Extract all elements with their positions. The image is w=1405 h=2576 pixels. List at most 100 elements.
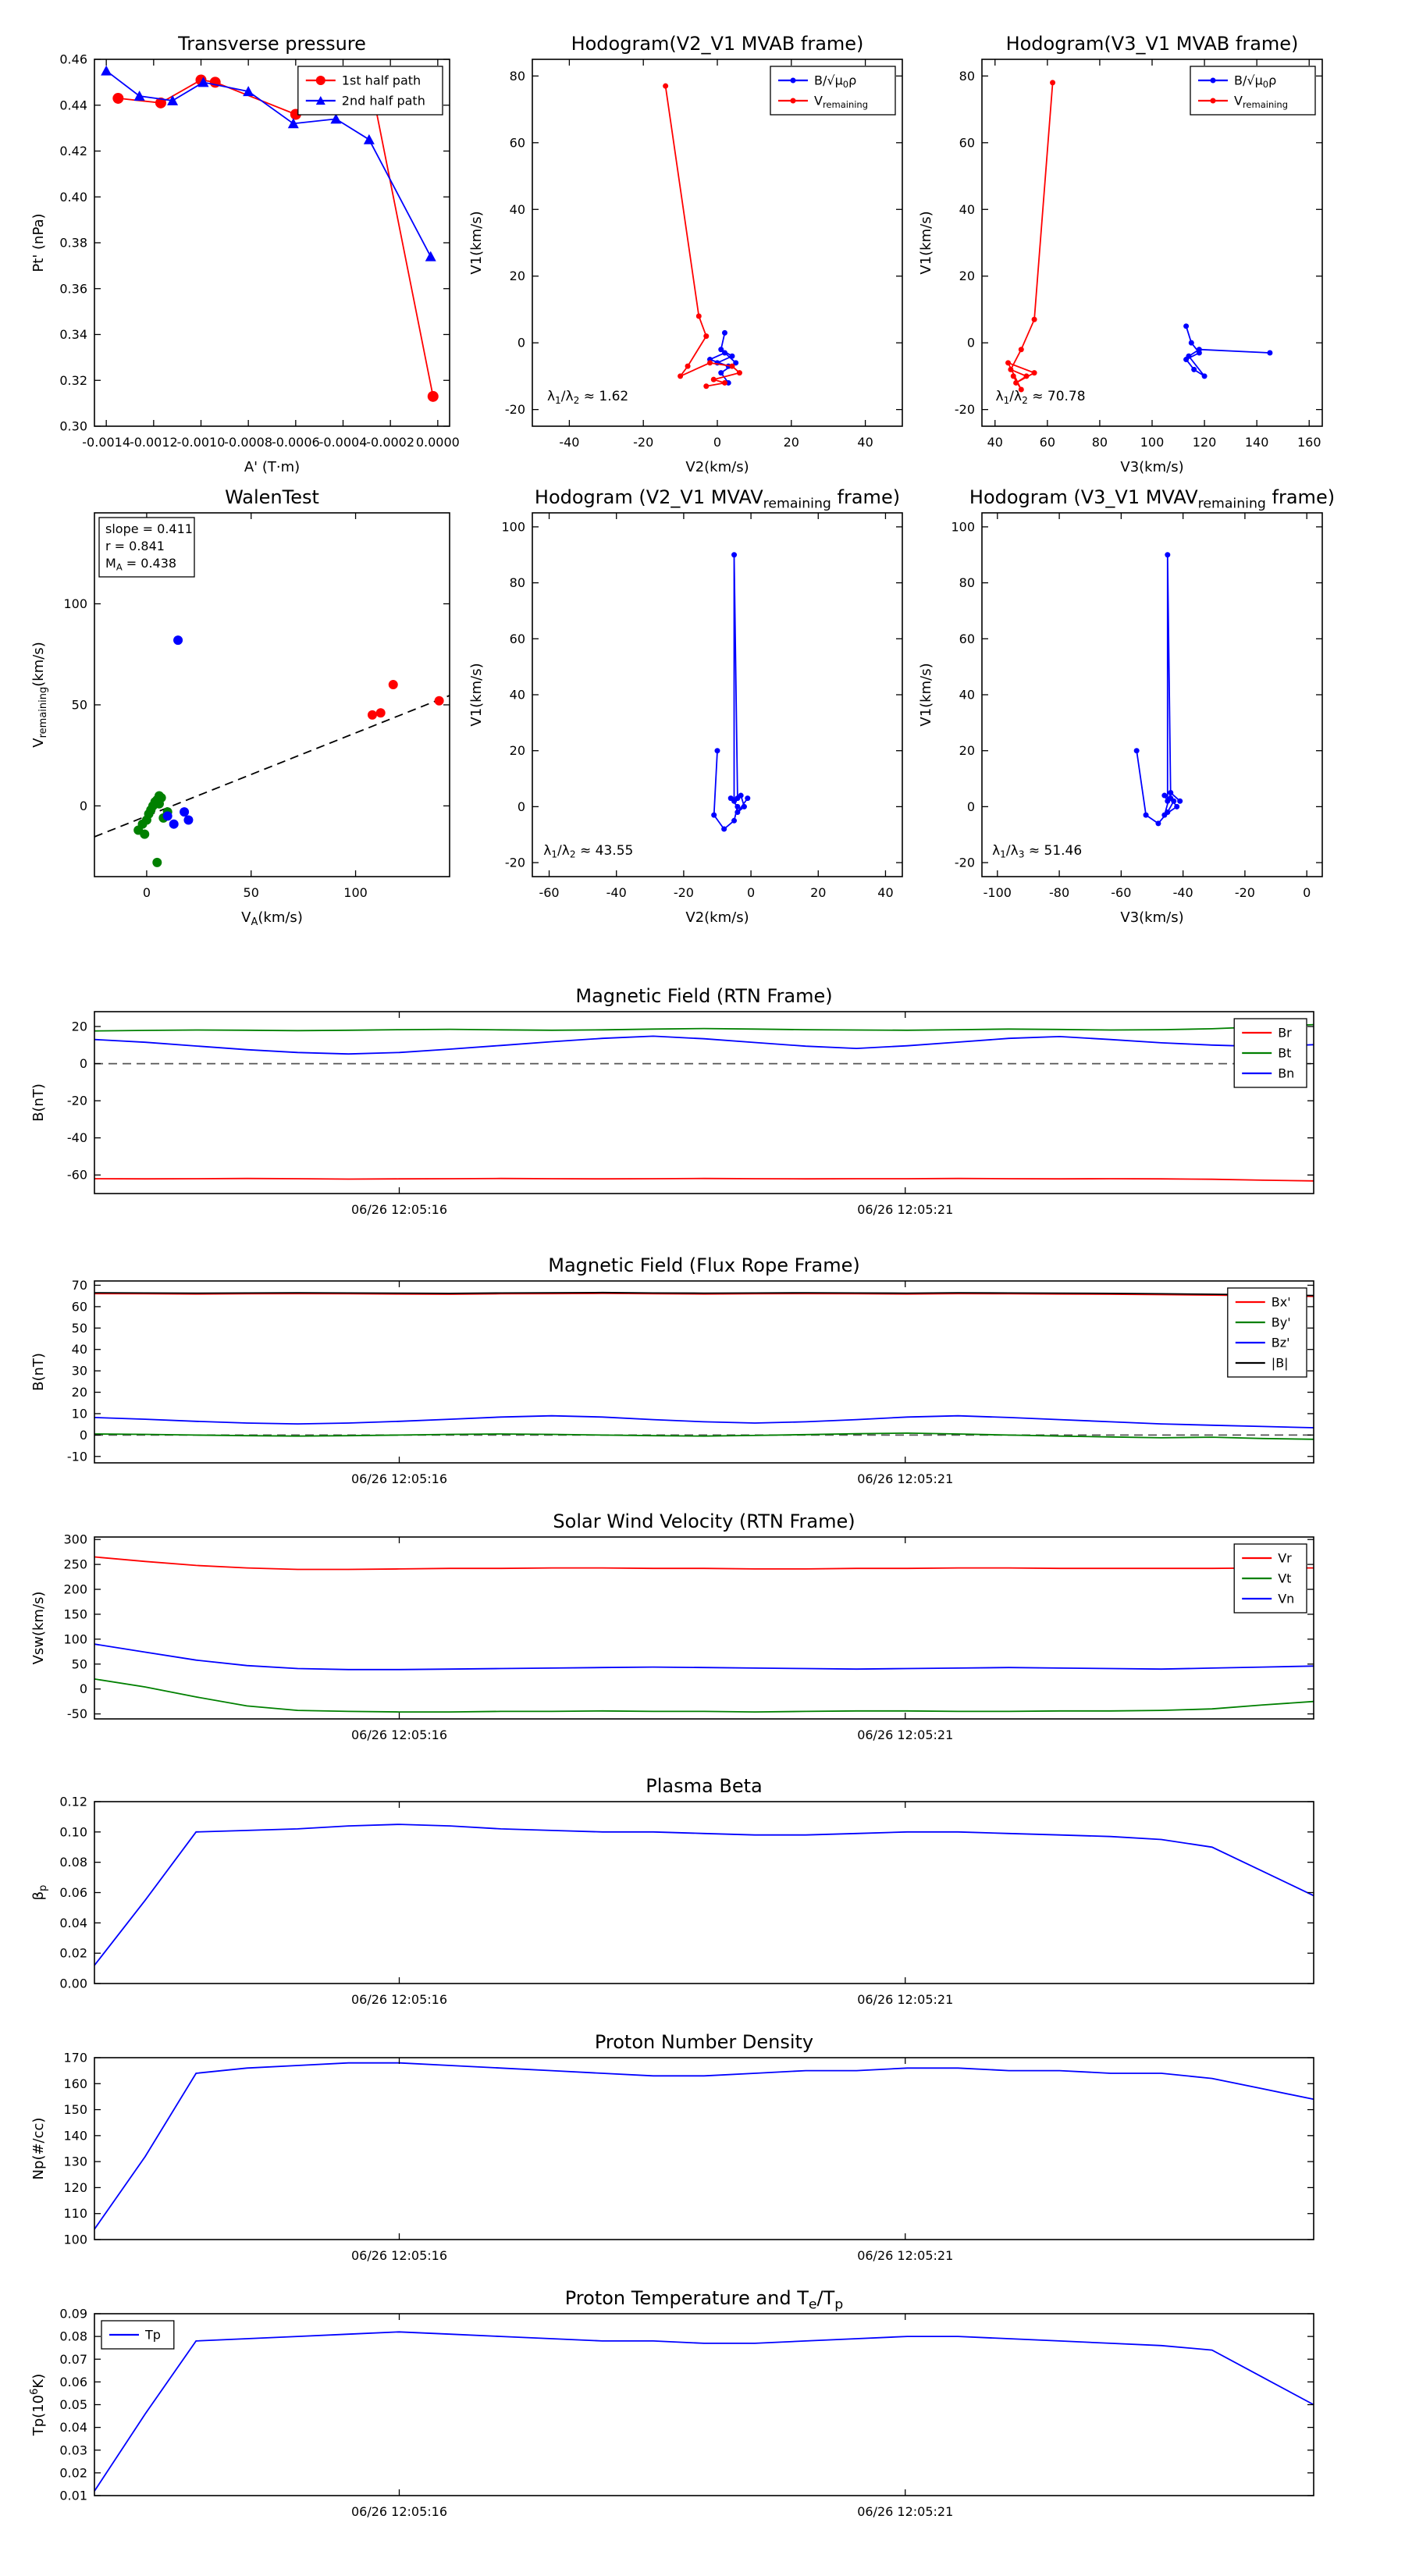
x-tick-label: -0.0012 xyxy=(130,435,178,450)
series-Bz-prime xyxy=(94,1414,1314,1429)
series-layer xyxy=(94,2062,1314,2230)
y-tick-label: 300 xyxy=(63,1532,87,1547)
y-tick-label: 20 xyxy=(959,269,975,283)
x-tick-label: 06/26 12:05:16 xyxy=(351,1471,447,1486)
y-axis-label: V1(km/s) xyxy=(468,663,485,726)
plot-background xyxy=(94,1802,1314,1984)
series-layer xyxy=(94,1291,1314,1440)
marker xyxy=(718,370,724,376)
plot-background xyxy=(532,513,902,877)
y-tick-label: 0.04 xyxy=(59,2420,87,2435)
annotation: λ1/λ3 ≈ 51.46 xyxy=(992,843,1082,860)
x-tick-label: -40 xyxy=(1173,885,1193,900)
y-tick-label: 0.30 xyxy=(59,419,87,434)
marker xyxy=(169,819,179,829)
series-Tp xyxy=(94,2331,1314,2492)
marker xyxy=(695,313,702,319)
marker xyxy=(733,360,739,366)
legend-box xyxy=(1190,66,1316,116)
y-tick-label: -20 xyxy=(67,1094,87,1108)
marker xyxy=(1191,366,1197,372)
series-layer xyxy=(94,635,450,867)
panel-vsw-rtn: 06/26 12:05:16 06/26 12:05:21 -50 0 50 100 150… xyxy=(30,1510,1314,1742)
y-tick-label: 0 xyxy=(80,1056,87,1071)
plot-background xyxy=(94,1012,1314,1194)
y-tick-label: 160 xyxy=(63,2076,87,2091)
marker xyxy=(663,83,669,89)
marker xyxy=(197,76,209,87)
legend-box xyxy=(770,66,896,116)
marker xyxy=(721,350,727,356)
plot-background xyxy=(94,1537,1314,1719)
x-tick-label: -20 xyxy=(633,435,653,450)
y-tick-label: 20 xyxy=(72,1385,87,1400)
y-tick-label: 0.10 xyxy=(59,1824,87,1839)
ticks: 06/26 12:05:16 06/26 12:05:21 -60 -40 -20 0 20 xyxy=(67,1012,1314,1217)
legend-label: Bn xyxy=(1278,1066,1294,1081)
y-tick-label: 0.08 xyxy=(59,2329,87,2344)
x-tick-label: 160 xyxy=(1297,435,1321,450)
y-tick-label: 60 xyxy=(72,1299,87,1314)
marker xyxy=(133,91,145,101)
marker xyxy=(711,812,717,818)
legend-label: Tp xyxy=(144,2328,161,2343)
marker xyxy=(729,353,735,359)
y-tick-label: 0.09 xyxy=(59,2307,87,2322)
marker xyxy=(183,815,194,825)
y-tick-label: 0.38 xyxy=(59,236,87,251)
marker xyxy=(155,97,166,109)
marker xyxy=(1174,803,1180,809)
stats-box xyxy=(98,517,195,578)
legend-box xyxy=(297,66,443,116)
stats-line: slope = 0.411 xyxy=(105,521,193,536)
y-axis-label: V1(km/s) xyxy=(918,211,934,274)
x-tick-label: 06/26 12:05:16 xyxy=(351,1992,447,2007)
y-tick-label: 140 xyxy=(63,2128,87,2143)
marker xyxy=(1201,373,1208,379)
ticks: 0 50 100 0 50 100 xyxy=(63,513,450,900)
marker xyxy=(1018,386,1024,393)
stats-line: MA = 0.438 xyxy=(105,556,176,573)
x-tick-label: 06/26 12:05:21 xyxy=(857,1471,953,1486)
x-tick-label: -0.0006 xyxy=(272,435,320,450)
panel-walen-test: 0 50 100 0 50 100 WalenTest VA(km/s) Vremaining(… xyxy=(30,486,450,928)
marker xyxy=(1188,340,1194,346)
y-tick-label: 0.04 xyxy=(59,1916,87,1930)
ticks: 40 60 80 100 120 140 160 -20 0 20 40 60 80 xyxy=(955,59,1322,450)
marker xyxy=(1133,748,1140,754)
y-tick-label: 60 xyxy=(510,632,525,646)
x-tick-label: 06/26 12:05:16 xyxy=(351,1202,447,1217)
y-tick-label: -20 xyxy=(505,402,525,417)
y-tick-label: 40 xyxy=(510,688,525,703)
plot-title: Hodogram (V2_V1 MVAVremaining frame) xyxy=(535,486,900,511)
series-layer xyxy=(711,552,751,832)
y-tick-label: 50 xyxy=(72,1656,87,1671)
legend-label: Bz' xyxy=(1272,1336,1290,1350)
ticks: 06/26 12:05:16 06/26 12:05:21 -10 0 10 20 30 40… xyxy=(67,1278,1314,1486)
marker xyxy=(741,803,747,809)
x-tick-label: -100 xyxy=(984,885,1012,900)
x-tick-label: -60 xyxy=(1111,885,1131,900)
ticks: 06/26 12:05:16 06/26 12:05:21 0.00 0.02 0.04… xyxy=(59,1795,1314,2007)
y-tick-label: 10 xyxy=(72,1406,87,1421)
y-tick-label: 20 xyxy=(959,743,975,758)
marker xyxy=(425,251,436,262)
y-tick-label: 60 xyxy=(959,135,975,150)
x-tick-label: 06/26 12:05:21 xyxy=(857,2504,953,2519)
marker xyxy=(729,363,735,369)
series-layer xyxy=(663,83,742,390)
x-tick-label: -0.0010 xyxy=(177,435,226,450)
marker xyxy=(1177,798,1183,804)
y-tick-label: 150 xyxy=(63,1606,87,1621)
series-Vt xyxy=(94,1678,1314,1713)
x-tick-label: 100 xyxy=(1140,435,1165,450)
y-tick-label: 40 xyxy=(510,202,525,217)
y-axis-label: βp xyxy=(30,1885,49,1901)
plot-background xyxy=(982,513,1322,877)
legend-label: B/√μ0ρ xyxy=(1234,73,1276,91)
x-tick-label: -20 xyxy=(674,885,694,900)
y-tick-label: 100 xyxy=(951,519,975,534)
x-axis-label: V3(km/s) xyxy=(1120,909,1183,926)
ticks: 06/26 12:05:16 06/26 12:05:21 0.01 0.02 0.03… xyxy=(59,2307,1314,2519)
y-tick-label: 20 xyxy=(510,269,525,283)
